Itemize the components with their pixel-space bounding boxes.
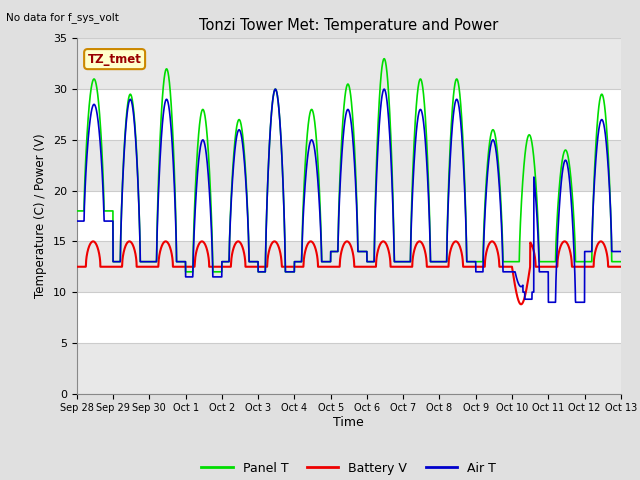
Air T	[189, 252, 197, 257]
Bar	[77, 38, 621, 89]
Text: TZ_tmet: TZ_tmet	[88, 53, 141, 66]
Battery V	[566, 246, 573, 252]
Air T	[545, 300, 552, 305]
Panel T	[73, 208, 81, 214]
Panel T	[182, 269, 189, 275]
Battery V	[73, 264, 81, 270]
Bar	[77, 140, 621, 191]
Text: No data for f_sys_volt: No data for f_sys_volt	[6, 12, 119, 23]
X-axis label: Time: Time	[333, 416, 364, 429]
Panel T	[412, 114, 419, 120]
Air T	[566, 176, 573, 182]
Line: Panel T: Panel T	[77, 59, 621, 272]
Battery V	[617, 264, 625, 270]
Air T	[412, 140, 419, 146]
Battery V	[617, 264, 625, 270]
Panel T	[617, 259, 625, 264]
Line: Air T: Air T	[77, 89, 621, 302]
Legend: Panel T, Battery V, Air T: Panel T, Battery V, Air T	[196, 456, 501, 480]
Panel T	[617, 259, 625, 264]
Y-axis label: Temperature (C) / Power (V): Temperature (C) / Power (V)	[35, 134, 47, 298]
Panel T	[225, 259, 233, 264]
Air T	[402, 259, 410, 264]
Battery V	[189, 264, 197, 270]
Air T	[617, 249, 625, 254]
Battery V	[402, 264, 410, 270]
Panel T	[189, 237, 197, 242]
Panel T	[566, 162, 573, 168]
Bar	[77, 343, 621, 394]
Air T	[271, 86, 279, 92]
Bar	[77, 241, 621, 292]
Battery V	[517, 301, 525, 307]
Panel T	[380, 56, 388, 61]
Air T	[617, 249, 625, 254]
Title: Tonzi Tower Met: Temperature and Power: Tonzi Tower Met: Temperature and Power	[199, 18, 499, 33]
Panel T	[402, 259, 410, 264]
Air T	[225, 259, 232, 264]
Air T	[73, 218, 81, 224]
Battery V	[225, 264, 233, 270]
Battery V	[412, 244, 419, 250]
Line: Battery V: Battery V	[77, 241, 621, 304]
Battery V	[90, 239, 97, 244]
